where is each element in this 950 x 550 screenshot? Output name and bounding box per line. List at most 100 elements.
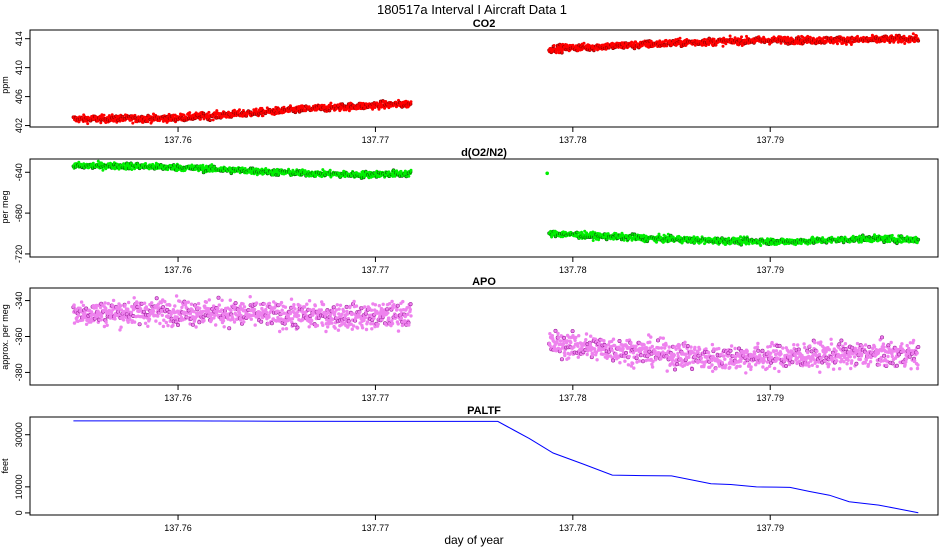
o2n2-ytick-label: -720 [14, 245, 24, 263]
co2-point [903, 42, 907, 45]
o2n2-panel: d(O2/N2) per meg 137.76 137.77 137.78 137.7… [0, 147, 939, 275]
apo-point [252, 307, 257, 312]
co2-point [233, 108, 236, 112]
apo-point [189, 302, 194, 306]
apo-point [119, 304, 123, 308]
co2-ytick-label: 406 [14, 89, 24, 104]
apo-point [342, 309, 346, 314]
apo-point [137, 322, 142, 327]
apo-point [242, 305, 247, 309]
o2n2-point [201, 163, 205, 167]
co2-point [215, 109, 219, 113]
apo-point [241, 302, 245, 306]
apo-point [166, 323, 170, 328]
apo-point [408, 307, 412, 312]
apo-point [328, 312, 333, 317]
apo-point [369, 308, 374, 312]
co2-point [554, 51, 558, 55]
apo-point [259, 319, 264, 324]
apo-point [229, 308, 233, 313]
apo-point [335, 303, 339, 307]
o2n2-panel-title: d(O2/N2) [461, 147, 507, 159]
apo-point [99, 318, 103, 322]
co2-point [383, 106, 387, 110]
co2-point [409, 100, 413, 104]
apo-point [146, 324, 150, 328]
apo-point [154, 296, 159, 301]
apo-point [365, 320, 370, 324]
co2-point [721, 44, 725, 48]
o2n2-point [655, 240, 658, 244]
apo-point [72, 303, 76, 307]
apo-point [326, 325, 330, 329]
apo-point [202, 318, 206, 323]
apo-point [376, 322, 380, 326]
apo-point [267, 315, 271, 319]
apo-point [344, 304, 349, 309]
apo-point [141, 309, 146, 314]
apo-point [352, 299, 356, 304]
co2-point [198, 117, 202, 121]
apo-xtick-label: 137.78 [559, 393, 587, 403]
co2-plot-frame [29, 29, 939, 128]
apo-point [385, 307, 390, 312]
o2n2-ytick-label: -640 [14, 163, 24, 181]
apo-point [363, 315, 368, 320]
apo-point [217, 303, 221, 307]
apo-point [89, 310, 94, 314]
o2n2-point [101, 168, 105, 172]
apo-point [290, 317, 295, 321]
o2n2-point [328, 168, 332, 172]
apo-point [373, 303, 378, 307]
apo-point [113, 317, 117, 321]
apo-point [338, 303, 343, 307]
apo-point [390, 321, 395, 326]
apo-point [305, 302, 309, 306]
apo-point [123, 303, 127, 308]
apo-point [281, 327, 285, 331]
apo-point [147, 317, 152, 321]
apo-point [169, 312, 173, 316]
apo-point [143, 321, 148, 325]
apo-point [232, 320, 237, 324]
apo-ylabel: approx. per meg [0, 304, 10, 370]
apo-point [363, 305, 367, 309]
apo-point [309, 321, 313, 326]
co2-point [911, 32, 915, 36]
co2-xtick-label: 137.78 [559, 135, 587, 145]
o2n2-point [622, 238, 626, 242]
apo-point [81, 303, 86, 308]
apo-point [280, 308, 284, 312]
apo-point [126, 307, 130, 311]
o2n2-xtick-label: 137.76 [164, 265, 192, 275]
apo-point [197, 320, 202, 325]
apo-point [262, 302, 267, 306]
apo-point [131, 313, 136, 318]
apo-point [283, 305, 288, 309]
o2n2-xtick-label: 137.77 [362, 265, 390, 275]
o2n2-point [604, 237, 609, 242]
co2-point [916, 38, 921, 43]
o2n2-point [888, 240, 892, 244]
co2-point [110, 113, 114, 117]
co2-point [327, 108, 332, 113]
co2-point [146, 120, 150, 124]
apo-point [248, 295, 252, 299]
apo-point [103, 301, 107, 305]
apo-point [231, 317, 235, 321]
apo-point [171, 323, 175, 328]
o2n2-point [407, 174, 411, 178]
apo-xtick-label: 137.77 [362, 393, 390, 403]
apo-point [407, 323, 411, 327]
co2-point [740, 35, 743, 39]
apo-point [295, 325, 300, 330]
co2-point [582, 41, 586, 45]
co2-point [836, 42, 839, 46]
apo-point [227, 326, 232, 331]
apo-point [395, 303, 400, 308]
co2-point [373, 106, 377, 109]
apo-point [264, 310, 269, 315]
apo-point [233, 301, 238, 306]
apo-point [307, 299, 312, 303]
apo-point [337, 307, 341, 311]
